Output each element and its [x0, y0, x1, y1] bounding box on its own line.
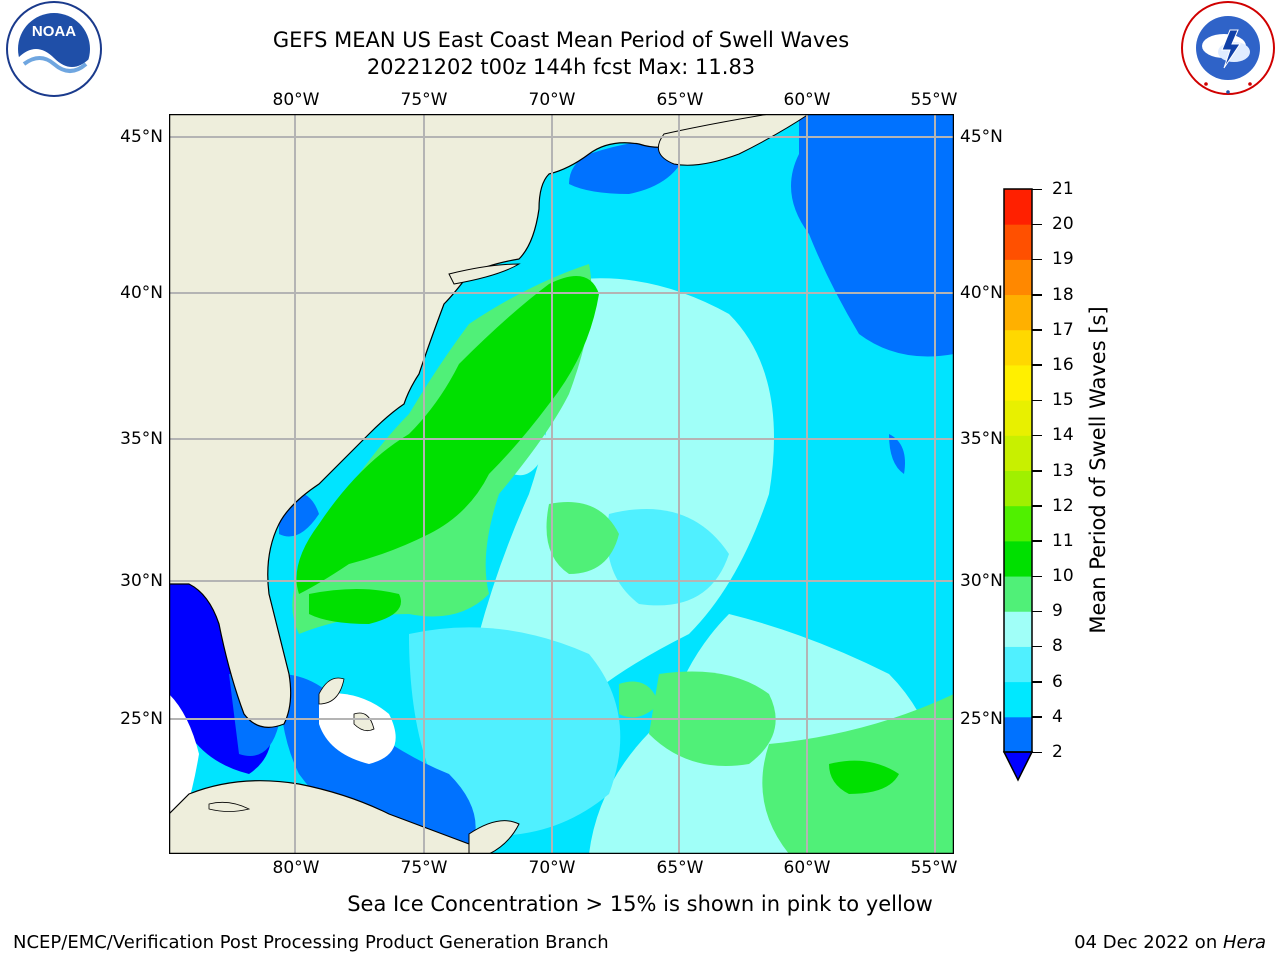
noaa-logo: NOAA	[4, 0, 104, 100]
lon-label-top: 55°W	[910, 90, 958, 110]
colorbar-tick-mark	[1032, 329, 1042, 331]
lon-label-bottom: 55°W	[910, 858, 958, 878]
colorbar-tick-mark	[1032, 294, 1042, 296]
lat-label-left: 25°N	[120, 709, 163, 729]
footer-machine: Hera	[1222, 932, 1266, 953]
colorbar-tick-mark	[1032, 258, 1042, 261]
lon-label-top: 80°W	[272, 90, 320, 110]
colorbar-band	[1004, 681, 1032, 718]
colorbar-tick-label: 14	[1052, 425, 1074, 446]
lat-label-right: 40°N	[960, 283, 1003, 303]
colorbar-tick-mark	[1032, 364, 1042, 366]
lon-label-bottom: 60°W	[783, 858, 831, 878]
colorbar-tick-label: 16	[1052, 354, 1074, 375]
colorbar-band	[1004, 611, 1032, 647]
colorbar-band	[1004, 224, 1032, 260]
lat-label-left: 45°N	[120, 127, 163, 147]
colorbar-tick-label: 20	[1052, 214, 1074, 235]
colorbar-tick-label: 11	[1052, 530, 1074, 551]
colorbar-label: Mean Period of Swell Waves [s]	[1086, 306, 1110, 634]
colorbar-band	[1004, 716, 1032, 753]
footer-date: 04 Dec 2022 on Hera	[1074, 932, 1266, 954]
lon-label-top: 60°W	[783, 90, 831, 110]
lon-label-bottom: 80°W	[272, 858, 320, 878]
colorbar-tick-mark	[1032, 434, 1042, 437]
colorbar-tick-label: 21	[1052, 179, 1074, 199]
colorbar-tick-label: 10	[1052, 566, 1074, 587]
colorbar-tick-label: 13	[1052, 460, 1074, 481]
title-line-2: 20221202 t00z 144h fcst Max: 11.83	[366, 55, 756, 79]
colorbar-tick-label: 6	[1052, 671, 1063, 692]
swell-region	[791, 114, 954, 357]
colorbar-tick-mark	[1032, 681, 1042, 683]
lon-label-bottom: 70°W	[528, 858, 576, 878]
swell-region	[296, 276, 599, 594]
lon-label-top: 75°W	[400, 90, 448, 110]
lat-label-left: 30°N	[120, 571, 163, 591]
colorbar-band	[1004, 364, 1032, 401]
colorbar-band	[1004, 505, 1032, 542]
colorbar-tick-label: 12	[1052, 495, 1074, 516]
sea-ice-caption: Sea Ice Concentration > 15% is shown in …	[347, 892, 933, 916]
colorbar-band	[1004, 576, 1032, 612]
colorbar-band	[1004, 189, 1032, 225]
lat-label-right: 35°N	[960, 429, 1003, 449]
lat-label-right: 45°N	[960, 127, 1003, 147]
lon-label-top: 70°W	[528, 90, 576, 110]
colorbar-tick-label: 2	[1052, 742, 1063, 762]
lat-label-left: 35°N	[120, 429, 163, 449]
swell-region	[469, 278, 774, 719]
colorbar-tick-label: 17	[1052, 319, 1074, 340]
colorbar-tick-mark	[1032, 505, 1042, 507]
colorbar-tick-mark	[1032, 751, 1042, 753]
colorbar-band	[1004, 646, 1032, 683]
colorbar-tick-mark	[1032, 223, 1042, 226]
lon-label-bottom: 65°W	[656, 858, 704, 878]
colorbar-band	[1004, 540, 1032, 577]
colorbar	[1002, 188, 1034, 782]
land-mass	[169, 114, 800, 728]
colorbar-tick-mark	[1032, 399, 1042, 402]
colorbar-band	[1004, 329, 1032, 366]
nws-logo	[1178, 0, 1278, 100]
swell-period-map	[169, 114, 954, 854]
svg-text:NOAA: NOAA	[32, 23, 76, 40]
colorbar-tick-label: 19	[1052, 249, 1074, 270]
colorbar-tick-label: 8	[1052, 636, 1063, 657]
colorbar-band	[1004, 470, 1032, 507]
colorbar-band	[1004, 294, 1032, 331]
colorbar-tick-mark	[1032, 540, 1042, 542]
colorbar-band	[1004, 259, 1032, 296]
lat-label-right: 30°N	[960, 571, 1003, 591]
lat-label-left: 40°N	[120, 283, 163, 303]
colorbar-tick-label: 9	[1052, 601, 1063, 622]
colorbar-tick-label: 18	[1052, 284, 1074, 305]
colorbar-tick-mark	[1032, 470, 1042, 472]
colorbar-tick-label: 15	[1052, 390, 1074, 411]
colorbar-tick-mark	[1032, 610, 1042, 613]
colorbar-tick-mark	[1032, 645, 1042, 648]
colorbar-underflow-arrow	[1002, 751, 1034, 782]
colorbar-tick-label: 4	[1052, 706, 1063, 727]
colorbar-band	[1004, 400, 1032, 436]
colorbar-tick-mark	[1032, 716, 1042, 718]
lon-label-bottom: 75°W	[400, 858, 448, 878]
lat-label-right: 25°N	[960, 709, 1003, 729]
title-line-1: GEFS MEAN US East Coast Mean Period of S…	[272, 28, 850, 52]
footer-credit: NCEP/EMC/Verification Post Processing Pr…	[13, 932, 609, 953]
colorbar-tick-mark	[1032, 188, 1042, 190]
colorbar-band	[1004, 435, 1032, 471]
lon-label-top: 65°W	[656, 90, 704, 110]
colorbar-tick-mark	[1032, 575, 1042, 578]
footer-date-text: 04 Dec 2022 on	[1074, 932, 1223, 953]
graticule	[169, 114, 954, 854]
